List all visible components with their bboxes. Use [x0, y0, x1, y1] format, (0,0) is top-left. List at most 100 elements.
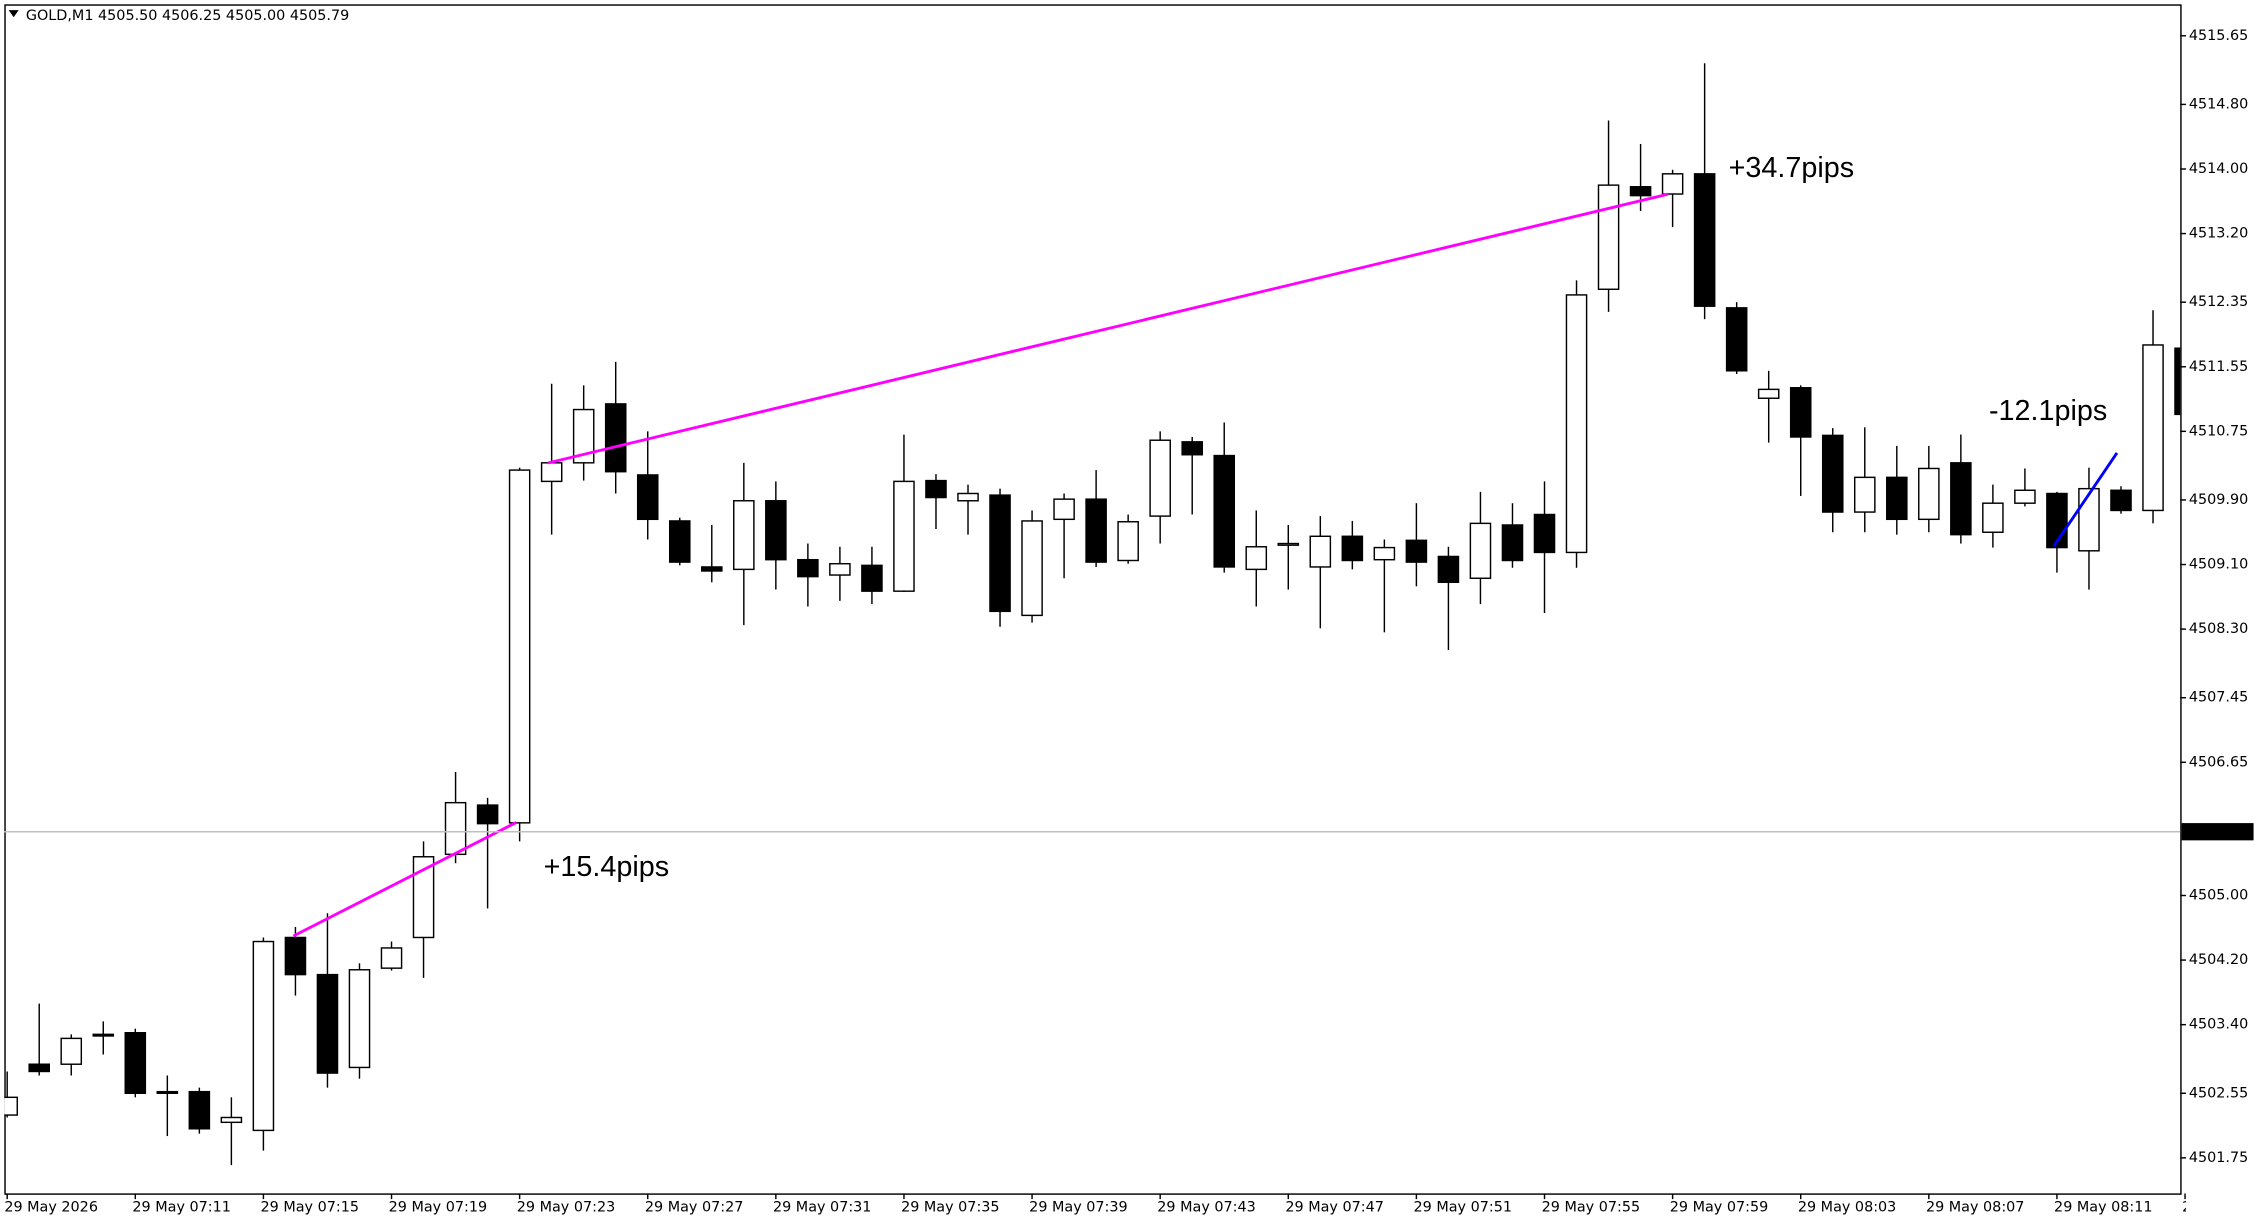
- candle-body: [1245, 546, 1268, 571]
- candle-body: [380, 947, 403, 969]
- chart-title: GOLD,M1 4505.50 4506.25 4505.00 4505.79: [26, 8, 349, 24]
- candle-body: [1085, 498, 1107, 563]
- candle-body: [4, 1096, 18, 1116]
- x-tick-label: 29 May 07:51: [1414, 1200, 1512, 1216]
- candle-body: [1725, 307, 1748, 372]
- trend-line[interactable]: [2052, 452, 2119, 548]
- candle-body: [636, 474, 659, 521]
- candle-body: [2142, 344, 2164, 512]
- candle-body: [1405, 539, 1428, 563]
- y-tick-label: 4501.75: [2189, 1150, 2248, 1166]
- candle-body: [1565, 294, 1588, 554]
- annotation: +15.4pips: [544, 851, 670, 883]
- candle-body: [861, 564, 883, 592]
- y-tick-label: 4514.80: [2189, 96, 2248, 112]
- candle-body: [2110, 489, 2132, 512]
- candle-body: [220, 1116, 243, 1124]
- candle-body: [1149, 439, 1171, 517]
- y-tick-label: 4504.20: [2189, 952, 2248, 968]
- candle-body: [28, 1063, 51, 1073]
- candle-body: [124, 1032, 147, 1094]
- candle-body: [540, 462, 563, 483]
- candle-body: [1533, 513, 1556, 554]
- plot-frame: [4, 4, 2182, 1195]
- candle-body: [60, 1037, 83, 1065]
- y-tick-label: 4509.90: [2189, 492, 2248, 508]
- candle-body: [92, 1033, 115, 1037]
- x-tick-label: 29 May 07:35: [901, 1200, 999, 1216]
- trend-line[interactable]: [292, 821, 517, 938]
- trend-lines: [292, 192, 2119, 938]
- candle-body: [284, 936, 307, 976]
- candle-body: [2078, 487, 2100, 552]
- y-tick-label: 4509.10: [2189, 557, 2248, 573]
- candle-body: [1021, 520, 1043, 617]
- candle-body: [765, 500, 787, 561]
- y-tick-label: 4508.30: [2189, 621, 2248, 637]
- y-tick-label: 4502.55: [2189, 1085, 2248, 1101]
- x-tick-label: 29 May 2026: [4, 1200, 98, 1216]
- x-tick-label: 29 May 08:11: [2054, 1200, 2152, 1216]
- candle-body: [1982, 502, 2004, 533]
- x-tick-label: 29 May 07:19: [389, 1200, 487, 1216]
- x-tick-label: 29 May 08:03: [1798, 1200, 1896, 1216]
- x-tick-label: 29 May 07:23: [517, 1200, 615, 1216]
- x-tick-label: 29 May 08:07: [1926, 1200, 2024, 1216]
- y-tick-label: 4503.40: [2189, 1017, 2248, 1033]
- candle-body: [1437, 555, 1460, 584]
- y-tick-label: 4511.55: [2189, 359, 2248, 375]
- candle-body: [188, 1090, 211, 1130]
- candle-body: [444, 801, 467, 856]
- candle-body: [1853, 476, 1876, 513]
- candle-body: [1693, 173, 1716, 307]
- annotation: -12.1pips: [1989, 395, 2107, 427]
- candle-body: [733, 500, 755, 571]
- candle-body: [1886, 476, 1908, 521]
- x-tick-label: 29 May 07:11: [132, 1200, 230, 1216]
- candle-body: [957, 492, 979, 502]
- x-tick-label: 29 May 07:59: [1670, 1200, 1768, 1216]
- trend-line[interactable]: [547, 192, 1669, 465]
- annotation: +34.7pips: [1729, 152, 1855, 184]
- candle-body: [1213, 454, 1236, 568]
- current-price-label: 4505.79: [2186, 824, 2245, 840]
- candle-body: [1469, 522, 1492, 579]
- candle-body: [2014, 489, 2036, 504]
- y-tick-label: 4515.65: [2189, 28, 2248, 44]
- candle-body: [508, 469, 531, 824]
- candle-body: [1373, 546, 1396, 561]
- y-tick-label: 4505.00: [2189, 888, 2248, 904]
- x-tick-label: 29 May 07:39: [1029, 1200, 1127, 1216]
- candle-body: [1821, 434, 1844, 513]
- candle-body: [668, 520, 691, 563]
- candle-body: [829, 563, 851, 576]
- y-tick-label: 4507.45: [2189, 690, 2248, 706]
- menu-arrow[interactable]: [8, 10, 19, 18]
- x-tick-label: 29 May 07:27: [645, 1200, 743, 1216]
- candle-body: [1053, 498, 1075, 521]
- x-tick-label: 29 May 07:43: [1157, 1200, 1255, 1216]
- y-tick-label: 4514.00: [2189, 161, 2248, 177]
- candle-body: [476, 804, 499, 825]
- candle-body: [1341, 535, 1364, 562]
- candle-body: [412, 856, 435, 939]
- candle-body: [989, 494, 1011, 613]
- candle-body: [2174, 347, 2181, 416]
- candle-body: [316, 973, 339, 1074]
- current-price-box: [2181, 823, 2254, 841]
- candle-body: [1117, 521, 1139, 562]
- candle-body: [348, 969, 371, 1069]
- candle-body: [1918, 467, 1940, 521]
- candle-body: [1501, 524, 1524, 562]
- y-tick-label: 4512.35: [2189, 294, 2248, 310]
- candle-body: [1277, 542, 1300, 546]
- candle-body: [1950, 462, 1972, 536]
- x-tick-label: 29 May 07:47: [1285, 1200, 1383, 1216]
- y-tick-label: 4506.65: [2189, 754, 2248, 770]
- candle-body: [1789, 387, 1812, 438]
- x-tick-label: 29 May 07:15: [261, 1200, 359, 1216]
- candle-body: [572, 408, 595, 464]
